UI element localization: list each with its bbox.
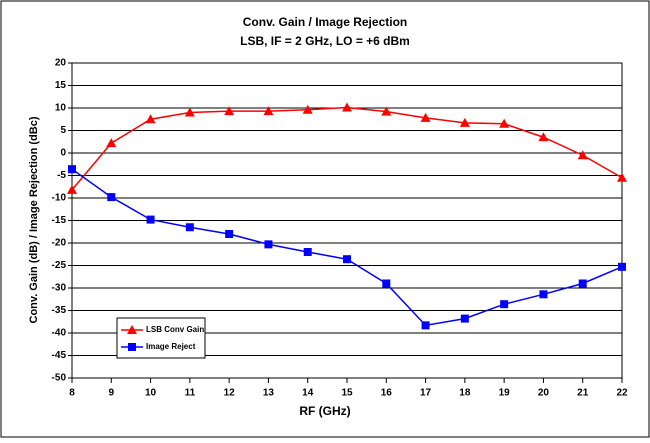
data-point: [302, 104, 313, 114]
y-tick-label: -45: [52, 350, 67, 361]
x-tick-label: 18: [459, 388, 471, 399]
data-point: [106, 138, 117, 148]
x-tick-label: 15: [341, 388, 353, 399]
data-point: [146, 215, 155, 224]
y-tick-label: -20: [52, 238, 67, 249]
y-axis-label: Conv. Gain (dB) / Image Rejection (dBc): [28, 116, 40, 323]
y-tick-label: -50: [52, 373, 67, 384]
data-point: [578, 279, 587, 288]
data-point: [459, 117, 470, 127]
legend-label: Image Reject: [146, 342, 196, 351]
x-tick-label: 21: [577, 388, 589, 399]
data-point: [618, 262, 626, 271]
x-tick-label: 16: [381, 388, 393, 399]
y-tick-label: -10: [52, 193, 67, 204]
data-point: [185, 223, 194, 232]
data-point: [68, 165, 76, 174]
x-tick-label: 20: [538, 388, 550, 399]
chart-title: Conv. Gain / Image Rejection: [243, 15, 407, 29]
data-point: [342, 102, 352, 112]
y-tick-label: -15: [52, 215, 67, 226]
data-point: [107, 193, 116, 202]
y-tick-label: -30: [52, 283, 67, 294]
x-tick-label: 14: [302, 388, 314, 399]
y-tick-label: 5: [60, 125, 66, 136]
data-point: [264, 240, 273, 249]
y-tick-label: -35: [52, 305, 67, 316]
y-tick-label: -40: [52, 328, 67, 339]
x-tick-label: 12: [224, 388, 236, 399]
data-point: [225, 230, 234, 238]
x-tick-label: 17: [420, 388, 432, 399]
data-point: [184, 107, 195, 117]
x-tick-label: 9: [109, 388, 115, 399]
data-point: [67, 184, 77, 194]
y-tick-label: -25: [52, 260, 67, 271]
data-point: [224, 106, 235, 116]
legend-marker: [127, 325, 137, 334]
data-point: [420, 112, 431, 122]
x-tick-label: 19: [499, 388, 511, 399]
data-point: [617, 172, 627, 182]
data-point: [381, 106, 392, 116]
data-point: [500, 300, 509, 309]
data-point: [145, 114, 156, 124]
legend: [116, 317, 206, 359]
x-tick-label: 22: [616, 388, 628, 399]
data-point: [263, 106, 274, 116]
y-tick-label: 10: [55, 103, 67, 114]
y-tick-label: 20: [55, 58, 67, 69]
y-tick-label: 15: [55, 80, 67, 91]
x-tick-label: 8: [69, 388, 75, 399]
data-point: [499, 118, 510, 128]
legend-label: LSB Conv Gain: [146, 325, 204, 334]
x-tick-label: 10: [145, 388, 157, 399]
x-axis-label: RF (GHz): [299, 404, 350, 418]
data-point: [382, 279, 391, 288]
data-point: [460, 314, 469, 323]
x-tick-label: 13: [263, 388, 275, 399]
data-point: [303, 248, 312, 256]
y-tick-label: -5: [57, 170, 66, 181]
data-point: [539, 290, 548, 299]
x-tick-label: 11: [185, 388, 196, 399]
data-point: [538, 132, 549, 142]
legend-marker: [128, 343, 136, 351]
y-tick-label: 0: [60, 148, 66, 159]
data-point: [421, 321, 430, 330]
data-point: [343, 255, 351, 264]
chart-subtitle: LSB, IF = 2 GHz, LO = +6 dBm: [240, 34, 410, 48]
data-point: [577, 150, 588, 160]
